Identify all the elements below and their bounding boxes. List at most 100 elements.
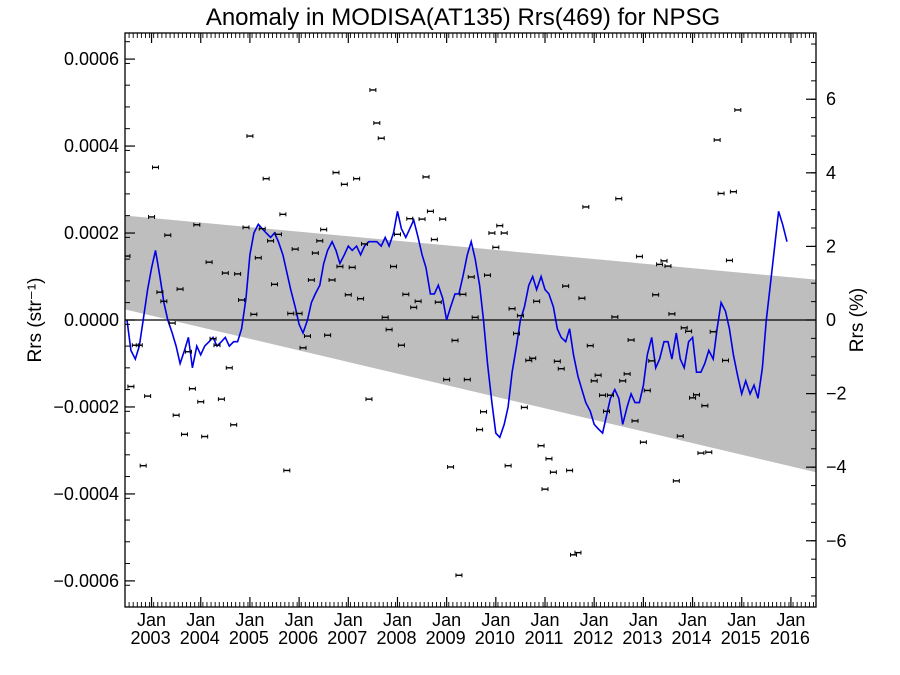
- data-point: [717, 191, 725, 196]
- right-tick-label: −2: [826, 384, 847, 404]
- data-point: [692, 392, 700, 397]
- data-point: [336, 264, 344, 269]
- data-point: [160, 299, 168, 304]
- data-point: [344, 292, 352, 297]
- right-axis-label: Rrs (%): [847, 288, 868, 352]
- x-tick-year: 2009: [426, 628, 466, 648]
- x-tick-month: Jan: [235, 610, 264, 630]
- data-point: [713, 137, 721, 142]
- data-point: [463, 377, 471, 382]
- x-tick-month: Jan: [285, 610, 314, 630]
- data-point: [672, 478, 680, 483]
- data-point: [508, 306, 516, 311]
- data-point: [516, 313, 524, 318]
- chart-title: Anomaly in MODISA(AT135) Rrs(469) for NP…: [206, 4, 720, 31]
- data-point: [340, 182, 348, 187]
- data-point: [725, 258, 733, 263]
- data-point: [135, 343, 143, 348]
- right-y-axis: 6 4 2 0 −2 −4 −6: [806, 43, 847, 597]
- x-tick-year: 2008: [376, 628, 416, 648]
- monthly-points: [125, 87, 742, 578]
- x-tick-year: 2003: [131, 628, 171, 648]
- data-point: [611, 314, 619, 319]
- data-point: [627, 338, 635, 343]
- data-point: [303, 334, 311, 339]
- data-point: [393, 232, 401, 237]
- right-tick-label: 6: [826, 89, 836, 109]
- right-tick-label: −4: [826, 457, 847, 477]
- left-tick-label: 0.0006: [64, 49, 119, 69]
- data-point: [361, 241, 369, 246]
- data-point: [242, 225, 250, 230]
- data-point: [705, 450, 713, 455]
- data-point: [348, 265, 356, 270]
- data-point: [541, 487, 549, 492]
- x-tick-month: Jan: [432, 610, 461, 630]
- x-tick-month: Jan: [383, 610, 412, 630]
- x-tick-year: 2010: [475, 628, 515, 648]
- data-point: [184, 349, 192, 354]
- data-point: [512, 331, 520, 336]
- left-tick-label: 0.0004: [64, 136, 119, 156]
- data-point: [291, 247, 299, 252]
- data-point: [602, 409, 610, 414]
- data-point: [430, 237, 438, 242]
- data-point: [139, 463, 147, 468]
- data-point: [697, 451, 705, 456]
- data-point: [316, 238, 324, 243]
- data-point: [414, 299, 422, 304]
- data-point: [570, 552, 578, 557]
- data-point: [496, 223, 504, 228]
- x-tick-year: 2012: [573, 628, 613, 648]
- data-point: [205, 260, 213, 265]
- data-point: [258, 226, 266, 231]
- data-point: [545, 456, 553, 461]
- x-tick-month: Jan: [137, 610, 166, 630]
- data-point: [680, 325, 688, 330]
- data-point: [660, 258, 668, 263]
- data-point: [127, 384, 135, 389]
- left-y-axis: 0.0006 0.0004 0.0002 0.0000 −0.0002 −0.0004 −0…: [53, 41, 135, 608]
- data-point: [668, 311, 676, 316]
- data-point: [574, 550, 582, 555]
- data-point: [582, 204, 590, 209]
- data-point: [279, 212, 287, 217]
- left-tick-label: −0.0004: [53, 484, 119, 504]
- data-point: [369, 87, 377, 92]
- data-point: [643, 388, 651, 393]
- data-point: [615, 196, 623, 201]
- x-tick-year: 2007: [327, 628, 367, 648]
- data-point: [225, 365, 233, 370]
- data-point: [422, 174, 430, 179]
- data-point: [471, 315, 479, 320]
- data-point: [234, 271, 242, 276]
- data-point: [451, 338, 459, 343]
- x-tick-year: 2005: [229, 628, 269, 648]
- data-point: [685, 329, 693, 334]
- left-axis-label: Rrs (str⁻¹): [25, 278, 46, 363]
- data-point: [447, 464, 455, 469]
- data-point: [631, 418, 639, 423]
- data-point: [492, 245, 500, 250]
- data-point: [299, 345, 307, 350]
- data-point: [274, 232, 282, 237]
- data-point: [377, 136, 385, 141]
- left-tick-label: −0.0006: [53, 571, 119, 591]
- data-point: [172, 413, 180, 418]
- x-tick-month: Jan: [727, 610, 756, 630]
- data-point: [664, 264, 672, 269]
- right-tick-label: 4: [826, 163, 836, 183]
- x-tick-month: Jan: [334, 610, 363, 630]
- x-tick-month: Jan: [186, 610, 215, 630]
- x-tick-month: Jan: [776, 610, 805, 630]
- data-point: [709, 329, 717, 334]
- data-point: [729, 189, 737, 194]
- x-tick-month: Jan: [629, 610, 658, 630]
- data-point: [181, 432, 189, 437]
- x-tick-month: Jan: [481, 610, 510, 630]
- x-axis: Jan2003Jan2004Jan2005Jan2006Jan2007Jan20…: [124, 33, 814, 648]
- data-point: [586, 343, 594, 348]
- data-point: [488, 231, 496, 236]
- data-point: [689, 395, 697, 400]
- data-point: [381, 315, 389, 320]
